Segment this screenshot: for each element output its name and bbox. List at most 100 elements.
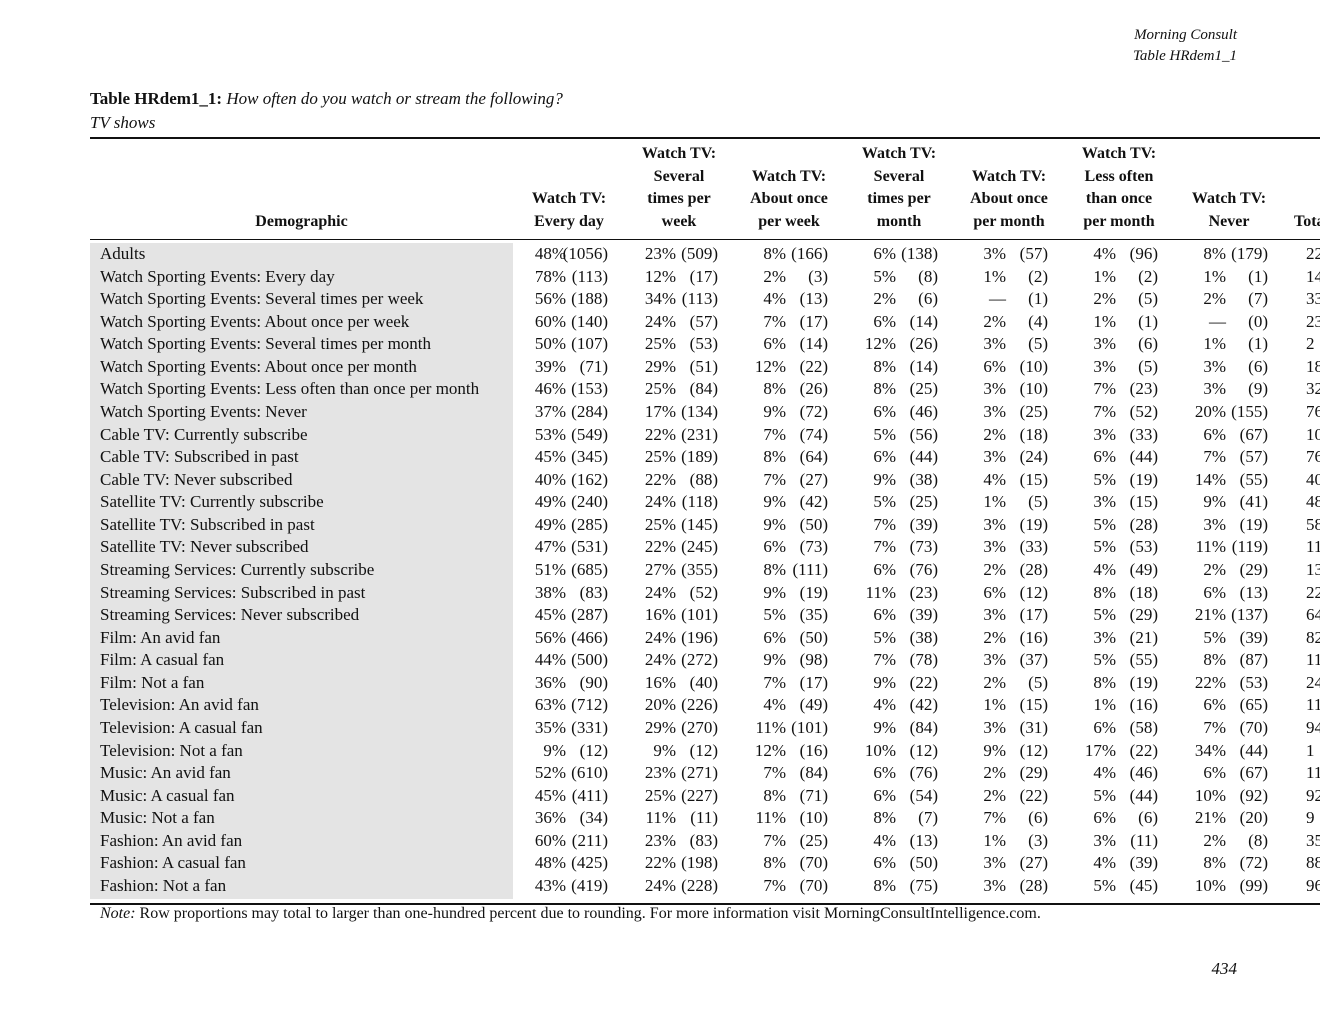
cell-percent: 46%: [534, 379, 566, 399]
cell-percent: 2%: [1093, 289, 1116, 309]
cell-percent: 39%: [534, 356, 566, 376]
column-header: week: [661, 213, 697, 230]
cell-percent: 2%: [983, 424, 1006, 444]
cell-total: 112: [1306, 695, 1320, 715]
cell-percent: 2%: [1203, 830, 1226, 850]
cell-total: 23: [1306, 311, 1320, 331]
cell-percent: 3%: [983, 379, 1006, 399]
cell-count: (1): [1138, 311, 1158, 331]
cell-percent: 6%: [873, 311, 896, 331]
cell-count: (75): [909, 875, 938, 895]
cell-count: (42): [799, 492, 828, 512]
cell-count: (119): [1231, 537, 1268, 557]
cell-percent: 45%: [534, 447, 566, 467]
cell-count: (41): [1239, 492, 1268, 512]
cell-count: (29): [1239, 559, 1268, 579]
cell-count: (49): [799, 695, 828, 715]
column-header: Watch TV:: [861, 145, 937, 163]
cell-count: (549): [571, 424, 608, 444]
cell-count: (24): [1019, 447, 1048, 467]
cell-count: (58): [1129, 717, 1158, 737]
cell-percent: 9%: [763, 650, 786, 670]
cell-count: (72): [799, 401, 828, 421]
cell-count: (39): [1239, 627, 1268, 647]
cell-count: (74): [799, 424, 828, 444]
cell-count: (19): [1129, 469, 1158, 489]
cell-total: 133: [1306, 559, 1320, 579]
cell-count: (111): [792, 559, 828, 579]
cell-count: (33): [1129, 424, 1158, 444]
cell-count: (19): [799, 582, 828, 602]
cell-percent: 27%: [644, 559, 676, 579]
cell-percent: 8%: [763, 379, 786, 399]
cell-total: 102: [1306, 424, 1320, 444]
cell-percent: 9%: [873, 717, 896, 737]
cell-count: (188): [571, 289, 608, 309]
cell-count: (65): [1239, 695, 1268, 715]
cell-count: (23): [909, 582, 938, 602]
cell-count: (98): [799, 650, 828, 670]
cell-percent: 9%: [763, 514, 786, 534]
cell-total: 64: [1306, 605, 1320, 625]
cell-percent: 7%: [1203, 447, 1226, 467]
cell-total: 88: [1306, 853, 1320, 873]
org: Morning Consult: [1134, 27, 1237, 43]
cell-percent: 8%: [1203, 853, 1226, 873]
cell-count: (145): [681, 514, 718, 534]
row-label: Film: An avid fan: [100, 627, 221, 647]
cell-count: (500): [571, 650, 608, 670]
cell-percent: 52%: [534, 763, 566, 783]
cell-percent: 17%: [644, 401, 676, 421]
cell-percent: 6%: [763, 537, 786, 557]
cell-percent: 7%: [1093, 379, 1116, 399]
cell-count: (6): [1028, 808, 1048, 828]
column-header: Several: [873, 167, 925, 185]
cell-percent: 7%: [763, 830, 786, 850]
cell-percent: 20%: [644, 695, 676, 715]
cell-count: (73): [909, 537, 938, 557]
cell-percent: 24%: [644, 582, 676, 602]
cell-percent: 3%: [1093, 492, 1116, 512]
cell-count: (29): [1129, 605, 1158, 625]
cell-count: (42): [909, 695, 938, 715]
cell-count: (10): [1019, 379, 1048, 399]
cell-count: (1): [1248, 334, 1268, 354]
cell-count: (22): [1019, 785, 1048, 805]
header-rule: [90, 239, 1320, 240]
cell-percent: 8%: [873, 356, 896, 376]
cell-count: (198): [681, 853, 718, 873]
cell-percent: 9%: [653, 740, 676, 760]
cell-count: (6): [918, 289, 938, 309]
column-header: Watch TV:: [1191, 190, 1267, 208]
cell-percent: 45%: [534, 605, 566, 625]
cell-percent: 3%: [983, 401, 1006, 421]
cell-percent: —: [989, 289, 1006, 309]
cell-percent: 4%: [1093, 244, 1116, 263]
cell-count: (107): [571, 334, 608, 354]
cell-percent: 4%: [1093, 763, 1116, 783]
cell-count: (8): [1248, 830, 1268, 850]
cell-percent: 22%: [644, 469, 676, 489]
cell-percent: 7%: [1203, 717, 1226, 737]
cell-percent: 8%: [763, 853, 786, 873]
cell-percent: 49%: [534, 514, 566, 534]
row-label: Cable TV: Subscribed in past: [100, 447, 299, 467]
cell-count: (226): [681, 695, 718, 715]
top-rule: [90, 137, 1320, 139]
row-label: Fashion: Not a fan: [100, 875, 227, 895]
cell-count: (57): [689, 311, 718, 331]
column-header: Several: [653, 167, 705, 185]
cell-percent: 25%: [644, 785, 676, 805]
cell-count: (134): [681, 401, 718, 421]
cell-percent: 6%: [1203, 763, 1226, 783]
cell-percent: 5%: [763, 605, 786, 625]
cell-count: (610): [571, 763, 608, 783]
row-label: Satellite TV: Subscribed in past: [100, 514, 315, 534]
cell-percent: 3%: [983, 605, 1006, 625]
cell-percent: 21%: [1194, 808, 1226, 828]
row-label: Watch Sporting Events: Every day: [100, 266, 335, 286]
column-header: per week: [758, 213, 820, 230]
cell-percent: 3%: [1203, 356, 1226, 376]
cell-percent: 2%: [983, 311, 1006, 331]
cell-count: (3): [808, 266, 828, 286]
